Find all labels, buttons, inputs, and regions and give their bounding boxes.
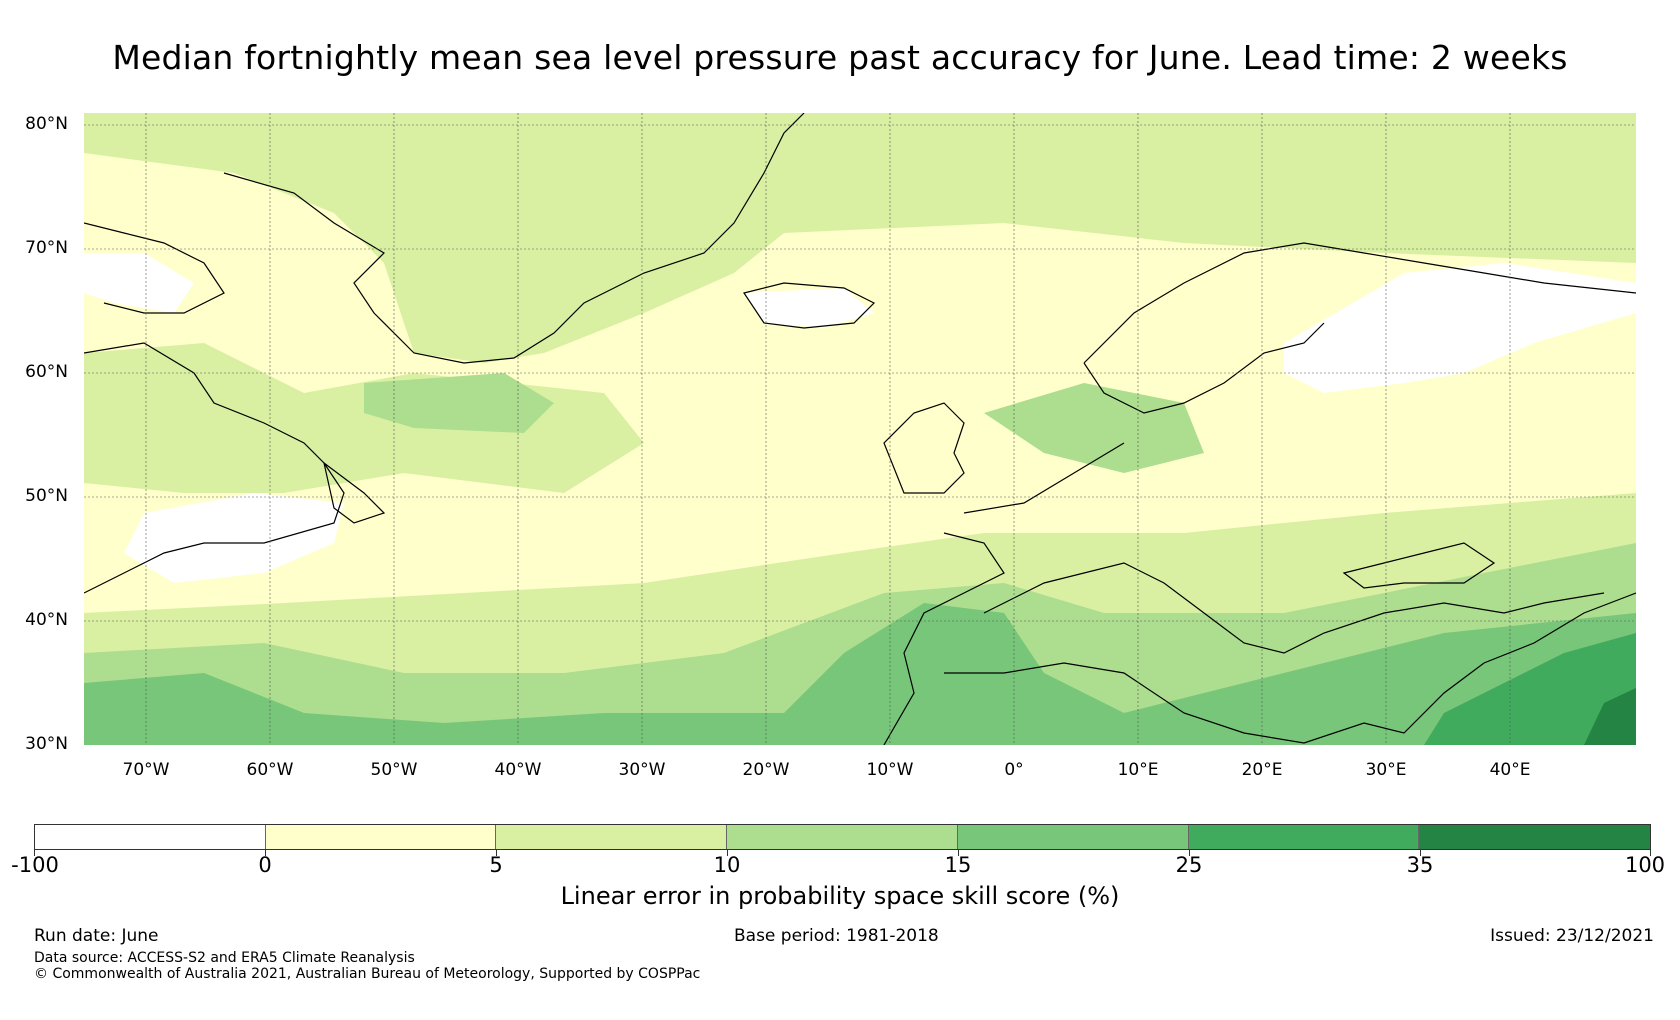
- colorbar-label-15: 15: [923, 853, 993, 877]
- base-period: Base period: 1981-2018: [734, 926, 939, 946]
- lat-label-50n: 50°N: [0, 486, 68, 506]
- lat-label-80n: 80°N: [0, 114, 68, 134]
- run-date: Run date: June: [34, 926, 159, 946]
- colorbar-segment-5-10: [496, 825, 727, 849]
- lat-label-70n: 70°N: [0, 238, 68, 258]
- map-title: Median fortnightly mean sea level pressu…: [0, 38, 1680, 77]
- colorbar-segment-0-5: [266, 825, 497, 849]
- lon-label-30w: 30°W: [607, 760, 677, 780]
- lon-label-20e: 20°E: [1227, 760, 1297, 780]
- map-canvas: [84, 113, 1636, 745]
- colorbar-label-5: 5: [461, 853, 531, 877]
- colorbar-segment-10-15: [727, 825, 958, 849]
- colorbar-label-neg100: -100: [0, 853, 70, 877]
- lat-label-60n: 60°N: [0, 362, 68, 382]
- colorbar-label-0: 0: [230, 853, 300, 877]
- colorbar-label-100: 100: [1610, 853, 1680, 877]
- colorbar-label-10: 10: [692, 853, 762, 877]
- lat-label-30n: 30°N: [0, 734, 68, 754]
- lon-label-10e: 10°E: [1103, 760, 1173, 780]
- issued-date: Issued: 23/12/2021: [1490, 926, 1654, 946]
- colorbar-segment-35-100: [1419, 825, 1650, 849]
- lon-label-10w: 10°W: [855, 760, 925, 780]
- colorbar-label-25: 25: [1154, 853, 1224, 877]
- lon-label-60w: 60°W: [235, 760, 305, 780]
- lon-label-40e: 40°E: [1475, 760, 1545, 780]
- skill-score-map: [84, 113, 1636, 745]
- colorbar-title: Linear error in probability space skill …: [0, 882, 1680, 910]
- data-source: Data source: ACCESS-S2 and ERA5 Climate …: [34, 950, 415, 966]
- colorbar-segment-neg100-0: [35, 825, 266, 849]
- colorbar-label-35: 35: [1385, 853, 1455, 877]
- lon-label-20w: 20°W: [731, 760, 801, 780]
- lon-label-50w: 50°W: [359, 760, 429, 780]
- colorbar: [34, 824, 1651, 850]
- colorbar-segment-25-35: [1189, 825, 1420, 849]
- colorbar-segment-15-25: [958, 825, 1189, 849]
- lat-label-40n: 40°N: [0, 610, 68, 630]
- lon-label-0: 0°: [979, 760, 1049, 780]
- copyright: © Commonwealth of Australia 2021, Austra…: [34, 966, 700, 982]
- lon-label-40w: 40°W: [483, 760, 553, 780]
- lon-label-70w: 70°W: [111, 760, 181, 780]
- lon-label-30e: 30°E: [1351, 760, 1421, 780]
